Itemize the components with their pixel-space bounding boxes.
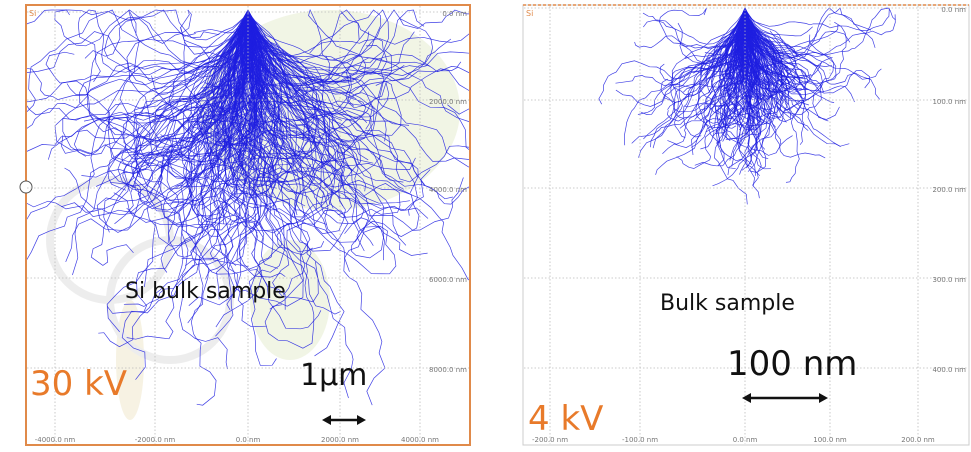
x-tick-label: 4000.0 nm [401, 436, 439, 444]
y-tick-label: 4000.0 nm [429, 186, 467, 194]
scale-label: 100 nm [727, 344, 857, 384]
voltage-label: 30 kV [30, 364, 127, 404]
x-tick-label: -4000.0 nm [35, 436, 76, 444]
corner-label: Si [29, 9, 36, 18]
x-tick-label: 0.0 nm [236, 436, 261, 444]
y-tick-label: 6000.0 nm [429, 276, 467, 284]
x-tick-label: 0.0 nm [733, 436, 758, 444]
y-tick-label: 8000.0 nm [429, 366, 467, 374]
y-tick-label: 300.0 nm [932, 276, 966, 284]
x-tick-label: -2000.0 nm [135, 436, 176, 444]
y-tick-label: 400.0 nm [932, 366, 966, 374]
panel-30kv: 0.0 nm 2000.0 nm 4000.0 nm 6000.0 nm 8000.0 … [0, 5, 550, 445]
corner-label: Si [526, 9, 533, 18]
handle [20, 181, 32, 193]
y-tick-label: 0.0 nm [442, 10, 467, 18]
y-tick-label: 2000.0 nm [429, 98, 467, 106]
x-tick-label: -100.0 nm [622, 436, 658, 444]
x-tick-label: 200.0 nm [901, 436, 935, 444]
y-tick-label: 200.0 nm [932, 186, 966, 194]
caption: Bulk sample [660, 291, 795, 316]
y-tick-label: 0.0 nm [941, 6, 966, 14]
scale-label: 1µm [300, 358, 367, 393]
page: {"panels": [ {"corner": "Si", "caption":… [0, 0, 971, 452]
caption: Si bulk sample [125, 279, 286, 304]
y-tick-label: 100.0 nm [932, 98, 966, 106]
x-tick-label: 2000.0 nm [321, 436, 359, 444]
figure: 0.0 nm 2000.0 nm 4000.0 nm 6000.0 nm 8000.0 … [0, 0, 971, 452]
x-tick-label: 100.0 nm [813, 436, 847, 444]
voltage-label: 4 kV [528, 399, 603, 439]
